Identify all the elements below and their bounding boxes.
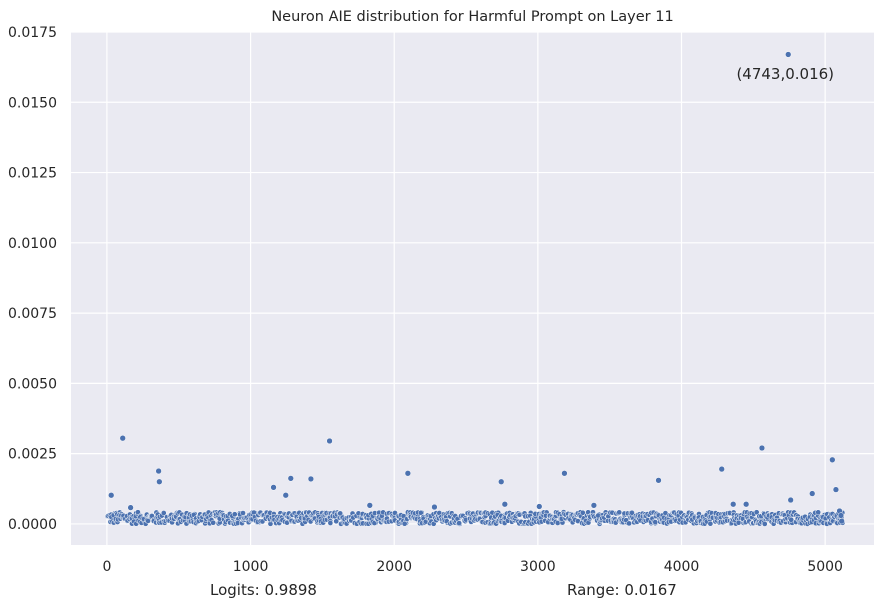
y-tick-label: 0.0125 bbox=[8, 166, 57, 182]
plot-area bbox=[71, 32, 874, 545]
outlier-point bbox=[270, 484, 277, 491]
outlier-point bbox=[829, 456, 836, 463]
chart-title: Neuron AIE distribution for Harmful Prom… bbox=[271, 9, 673, 25]
y-tick-label: 0.0100 bbox=[8, 236, 57, 252]
outlier-point bbox=[561, 470, 568, 477]
x-tick-label: 0 bbox=[102, 559, 111, 575]
band-point bbox=[145, 518, 151, 524]
outlier-point bbox=[307, 475, 315, 483]
band-point bbox=[210, 519, 217, 526]
band-point bbox=[753, 509, 760, 516]
band-point bbox=[333, 518, 340, 525]
band-point bbox=[231, 511, 238, 518]
band-point bbox=[815, 509, 822, 516]
outlier-point bbox=[536, 503, 543, 510]
band-point bbox=[160, 510, 167, 516]
band-point bbox=[240, 510, 246, 516]
outlier-point bbox=[832, 486, 840, 493]
data-points bbox=[104, 51, 846, 527]
outlier-point bbox=[655, 477, 662, 484]
outlier-point bbox=[501, 501, 508, 508]
x-tick-label: 2000 bbox=[376, 559, 412, 575]
outlier-point bbox=[282, 492, 289, 499]
band-point bbox=[761, 521, 768, 527]
outlier-point bbox=[498, 478, 505, 485]
outlier-point bbox=[156, 478, 163, 485]
max-point-annotation: (4743,0.016) bbox=[736, 65, 834, 83]
y-tick-label: 0.0150 bbox=[8, 95, 57, 111]
outlier-point bbox=[718, 465, 725, 473]
y-tick-label: 0.0175 bbox=[8, 25, 57, 41]
y-axis-ticks: 0.0000 0.0025 0.0050 0.0075 0.0100 0.0125 0.01… bbox=[8, 25, 57, 533]
x-tick-label: 5000 bbox=[807, 559, 843, 575]
x-tick-label: 4000 bbox=[664, 559, 700, 575]
band-point bbox=[735, 519, 742, 526]
outlier-point bbox=[127, 504, 134, 511]
y-tick-label: 0.0025 bbox=[8, 447, 57, 463]
band-point bbox=[707, 520, 714, 527]
grid bbox=[71, 31, 874, 545]
outlier-point bbox=[837, 512, 845, 519]
band-point bbox=[456, 520, 462, 526]
band-point bbox=[629, 509, 635, 516]
outlier-point bbox=[785, 51, 792, 58]
outlier-point bbox=[743, 501, 750, 508]
outlier-point bbox=[155, 467, 162, 475]
outlier-point bbox=[287, 475, 294, 482]
band-point bbox=[401, 520, 408, 527]
outlier-point bbox=[366, 502, 373, 509]
outlier-point bbox=[730, 501, 737, 508]
band-point bbox=[652, 519, 659, 525]
outlier-point bbox=[809, 490, 816, 497]
band-point bbox=[788, 516, 795, 523]
range-label: Range: 0.0167 bbox=[567, 581, 677, 599]
band-point bbox=[417, 509, 424, 516]
band-point bbox=[327, 520, 334, 526]
outlier-point bbox=[108, 492, 115, 499]
outlier-point bbox=[326, 437, 333, 445]
x-axis-ticks: 0 1000 2000 3000 4000 5000 bbox=[102, 559, 843, 575]
band-point bbox=[616, 509, 623, 516]
outlier-point bbox=[119, 435, 126, 442]
y-tick-label: 0.0050 bbox=[8, 376, 57, 392]
outlier-point bbox=[404, 470, 412, 477]
outlier-point bbox=[758, 444, 766, 452]
y-tick-label: 0.0000 bbox=[8, 517, 57, 533]
y-tick-label: 0.0075 bbox=[8, 306, 57, 322]
outlier-point bbox=[787, 496, 794, 504]
x-tick-label: 1000 bbox=[233, 559, 269, 575]
outlier-point bbox=[838, 517, 845, 525]
logits-label: Logits: 0.9898 bbox=[210, 581, 317, 599]
outlier-point bbox=[431, 503, 438, 511]
x-tick-label: 3000 bbox=[520, 559, 556, 575]
outlier-point bbox=[590, 502, 598, 509]
band-point bbox=[626, 520, 632, 527]
